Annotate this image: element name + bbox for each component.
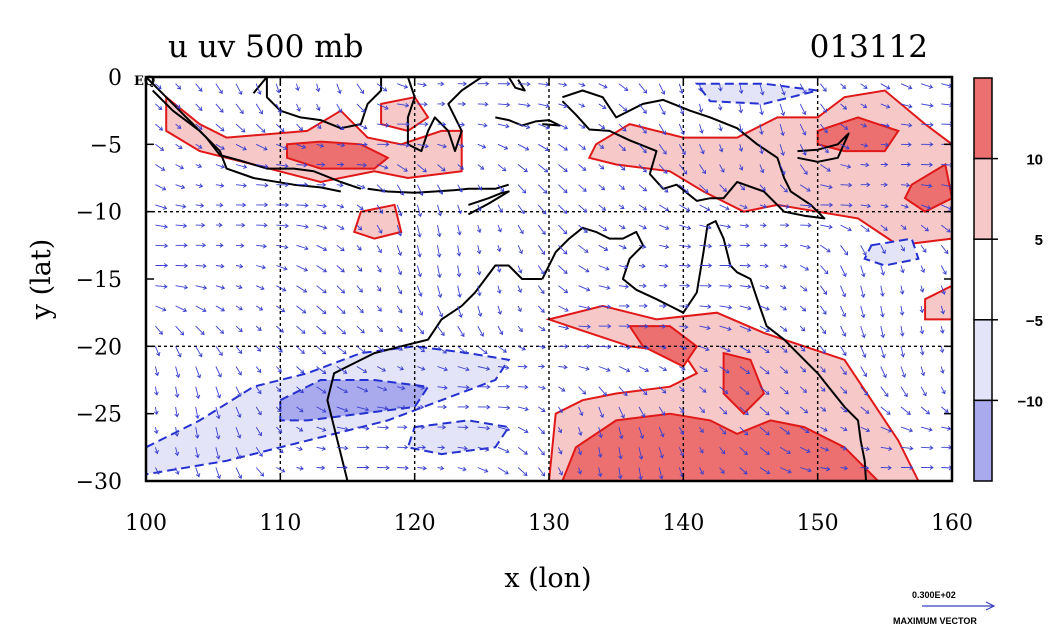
coastline-timor xyxy=(467,190,510,216)
colorbar-swatch xyxy=(973,319,993,402)
y-tick-label: −20 xyxy=(76,335,122,360)
y-tick-label: −25 xyxy=(76,403,122,428)
positive-region-seas_islet xyxy=(352,203,403,240)
x-axis-title: x (lon) xyxy=(504,563,591,594)
negative-region-indian_ocean_core xyxy=(279,379,430,422)
y-tick-label: −10 xyxy=(76,201,122,226)
wind-vectors xyxy=(153,81,952,481)
vector-scale-label: MAXIMUM VECTOR xyxy=(893,616,977,626)
date-label: 013112 xyxy=(810,29,928,65)
x-tick-label: 140 xyxy=(662,511,704,536)
y-axis-title: y (lat) xyxy=(26,239,57,321)
colorbar-label: −5 xyxy=(1026,313,1043,330)
axis-ticks: 100 110 120 130 140 150 160 0 −5 −10 −15 −20 −25 −30 xyxy=(76,66,973,536)
coastlines xyxy=(146,77,867,481)
x-tick-label: 130 xyxy=(528,511,570,536)
x-tick-label: 100 xyxy=(125,511,167,536)
coastline-australia xyxy=(541,220,867,481)
coastline-sumatra_south xyxy=(151,89,341,193)
x-tick-label: 110 xyxy=(259,511,301,536)
coastline-new_guinea xyxy=(561,89,826,220)
coastline-sulawesi xyxy=(406,77,483,153)
chart-title: u uv 500 mb xyxy=(168,29,363,65)
colorbar-label: −10 xyxy=(1018,393,1043,410)
x-tick-label: 120 xyxy=(394,511,436,536)
colorbar-swatch xyxy=(973,399,993,482)
map-layer xyxy=(146,77,952,481)
coastline-sumatra_java xyxy=(146,77,362,190)
vector-scale-value: 0.300E+02 xyxy=(912,590,956,600)
vector-scale-arrowhead xyxy=(985,601,996,611)
coastline-australia_west xyxy=(326,264,543,481)
positive-region-se_australia_core xyxy=(561,412,880,481)
coastline-halmahera xyxy=(507,77,526,92)
x-tick-label: 150 xyxy=(797,511,839,536)
y-tick-label: −30 xyxy=(76,470,122,495)
coastline-maluku xyxy=(495,116,561,127)
positive-region-east_coast_core xyxy=(722,351,766,416)
y-tick-label: −15 xyxy=(76,268,122,293)
coastline-lesser_sunda xyxy=(367,183,509,194)
coastline-borneo_south xyxy=(252,77,383,130)
colorbar: 10 5 −5 −10 xyxy=(973,77,1043,482)
negative-region-band_south xyxy=(406,419,511,456)
colorbar-swatch xyxy=(973,238,993,321)
colorbar-swatch xyxy=(973,77,993,160)
y-tick-label: −5 xyxy=(90,133,122,158)
colorbar-swatch xyxy=(973,157,993,240)
negative-region-band_north xyxy=(694,82,818,105)
x-tick-label: 160 xyxy=(931,511,973,536)
contour-fills xyxy=(146,82,952,481)
y-tick-label: 0 xyxy=(108,66,122,91)
colorbar-label: 10 xyxy=(1026,152,1043,169)
wind-vector-arrows xyxy=(153,81,952,481)
negative-region-east_low xyxy=(863,237,920,267)
grid-lines xyxy=(146,77,952,481)
positive-region-seas_north_core xyxy=(286,140,390,170)
coastline-new_britain xyxy=(797,132,850,163)
positive-region-coral_sea_core_b xyxy=(903,162,952,213)
colorbar-label: 5 xyxy=(1035,232,1043,249)
